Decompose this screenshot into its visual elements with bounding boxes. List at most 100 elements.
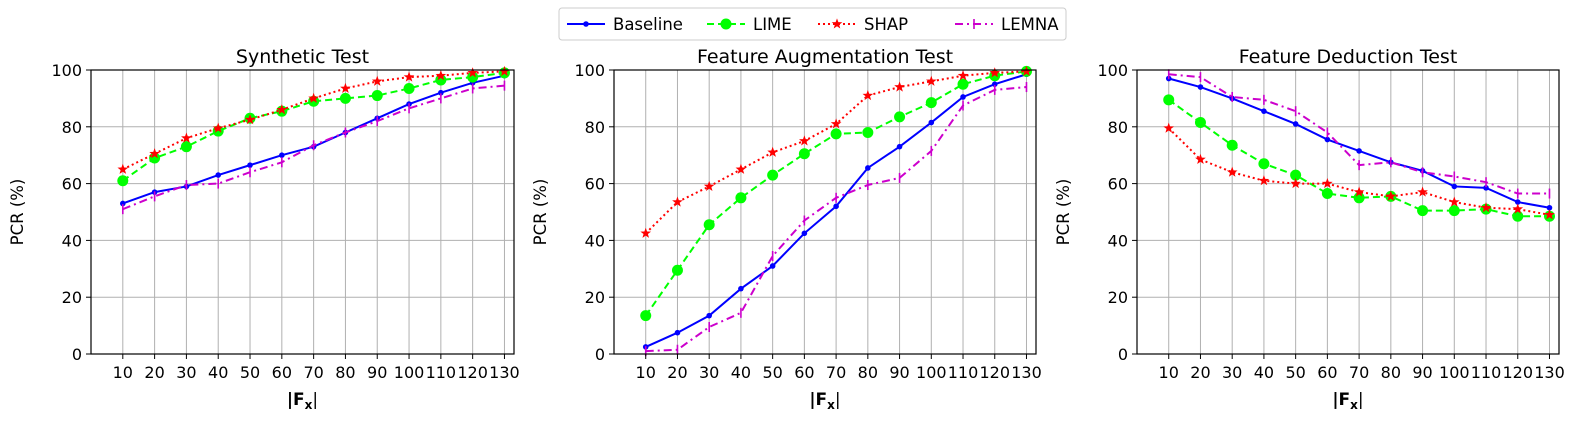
data-point-baseline [1451,183,1458,190]
legend: Baseline LIME SHAP LEMNA [558,7,1067,41]
data-point-shap [1353,186,1365,197]
data-point-lime [1163,94,1175,106]
legend-label-lemna: LEMNA [1001,15,1059,34]
data-point-lime [371,90,383,102]
data-point-shap [181,132,192,143]
data-point-shap [308,92,319,103]
data-point-shap [403,71,415,82]
y-tick-label: 40 [585,231,605,250]
data-point-shap [799,135,810,146]
data-point-shap [1417,186,1428,197]
chart-panel-feature-augmentation: 10 20 30 40 50 60 70 80 90 100 110 120 1300204060801… [531,46,1042,412]
chart-title: Synthetic Test [236,46,369,68]
x-tick-label: 130 [489,363,520,382]
data-point-shap [640,227,652,238]
legend-label-lime: LIME [753,15,792,34]
data-point-shap [467,67,478,78]
x-tick-label: 70 [1349,363,1369,382]
data-point-shap [1385,190,1397,201]
data-point-shap [989,67,1001,78]
data-point-shap [1258,175,1270,186]
x-tick-label: 120 [979,363,1010,382]
chart-title: Feature Augmentation Test [697,46,953,68]
y-tick-label: 0 [595,345,605,364]
y-tick-label: 20 [585,288,605,307]
data-point-shap [894,81,905,92]
y-tick-label: 80 [62,118,82,137]
x-tick-label: 50 [240,363,260,382]
data-point-shap [371,75,383,86]
data-point-shap [925,75,937,86]
data-point-lime [640,310,652,322]
y-tick-label: 100 [574,61,605,80]
y-tick-label: 20 [1108,288,1128,307]
x-tick-label: 100 [1439,363,1470,382]
data-point-lime [1290,169,1302,181]
x-tick-label: 50 [762,363,782,382]
data-point-shap [149,148,160,159]
data-point-baseline [438,89,444,96]
data-point-lime [735,192,747,204]
data-point-shap [1290,178,1301,189]
data-point-shap [1021,65,1032,76]
data-point-baseline [769,263,776,269]
data-point-shap [1512,203,1524,214]
y-tick-label: 80 [585,118,605,137]
x-axis-label: |Fx| [809,390,840,412]
legend-label-baseline: Baseline [613,15,683,34]
data-point-shap [1544,209,1555,220]
x-tick-label: 10 [636,363,656,382]
x-tick-label: 130 [1534,363,1565,382]
data-point-shap [767,146,778,157]
data-point-lime [957,78,969,90]
y-tick-label: 60 [1108,175,1128,194]
data-point-shap [1480,202,1492,213]
x-tick-label: 30 [176,363,196,382]
y-tick-label: 20 [62,288,82,307]
x-tick-label: 10 [113,363,133,382]
data-point-baseline [1356,148,1362,154]
data-point-baseline [1483,185,1489,191]
x-axis-label: |Fx| [287,390,318,412]
y-tick-label: 100 [51,61,82,80]
data-point-baseline [738,285,744,292]
x-tick-label: 110 [426,363,457,382]
data-point-shap [735,163,747,174]
data-point-shap [117,163,129,174]
legend-marker-baseline [583,21,589,27]
data-point-baseline [120,200,126,207]
y-tick-label: 40 [1108,231,1128,250]
data-point-lime [1321,188,1333,200]
x-tick-label: 60 [1317,363,1337,382]
x-tick-label: 10 [1159,363,1179,382]
x-tick-label: 40 [1254,363,1274,382]
data-point-lime [149,152,161,164]
legend-label-shap: SHAP [864,15,908,34]
x-tick-label: 30 [699,363,719,382]
x-tick-label: 50 [1285,363,1305,382]
x-tick-label: 20 [667,363,687,382]
data-point-baseline [991,81,998,87]
data-point-lime [925,97,937,109]
chart-panel-synthetic: 10 20 30 40 50 60 70 80 90 100 110 120 1300204060801… [8,46,520,412]
data-point-shap [276,104,288,115]
data-point-baseline [279,152,285,158]
data-point-lime [180,141,192,153]
chart-title: Feature Deduction Test [1239,46,1458,68]
data-point-lime [1226,139,1238,151]
data-point-baseline [1292,121,1299,127]
y-axis-label: PCR (%) [531,179,550,246]
legend-frame [558,7,1067,41]
data-point-shap [1448,196,1460,207]
y-axis-label: PCR (%) [1054,179,1073,246]
data-point-lime [1194,117,1206,129]
y-tick-label: 0 [1118,345,1128,364]
data-point-lime [117,175,129,187]
plot-frame [90,69,515,355]
data-point-baseline [865,165,871,171]
x-tick-label: 60 [794,363,814,382]
x-tick-label: 80 [858,363,878,382]
x-tick-label: 120 [1502,363,1533,382]
x-tick-label: 20 [144,363,164,382]
